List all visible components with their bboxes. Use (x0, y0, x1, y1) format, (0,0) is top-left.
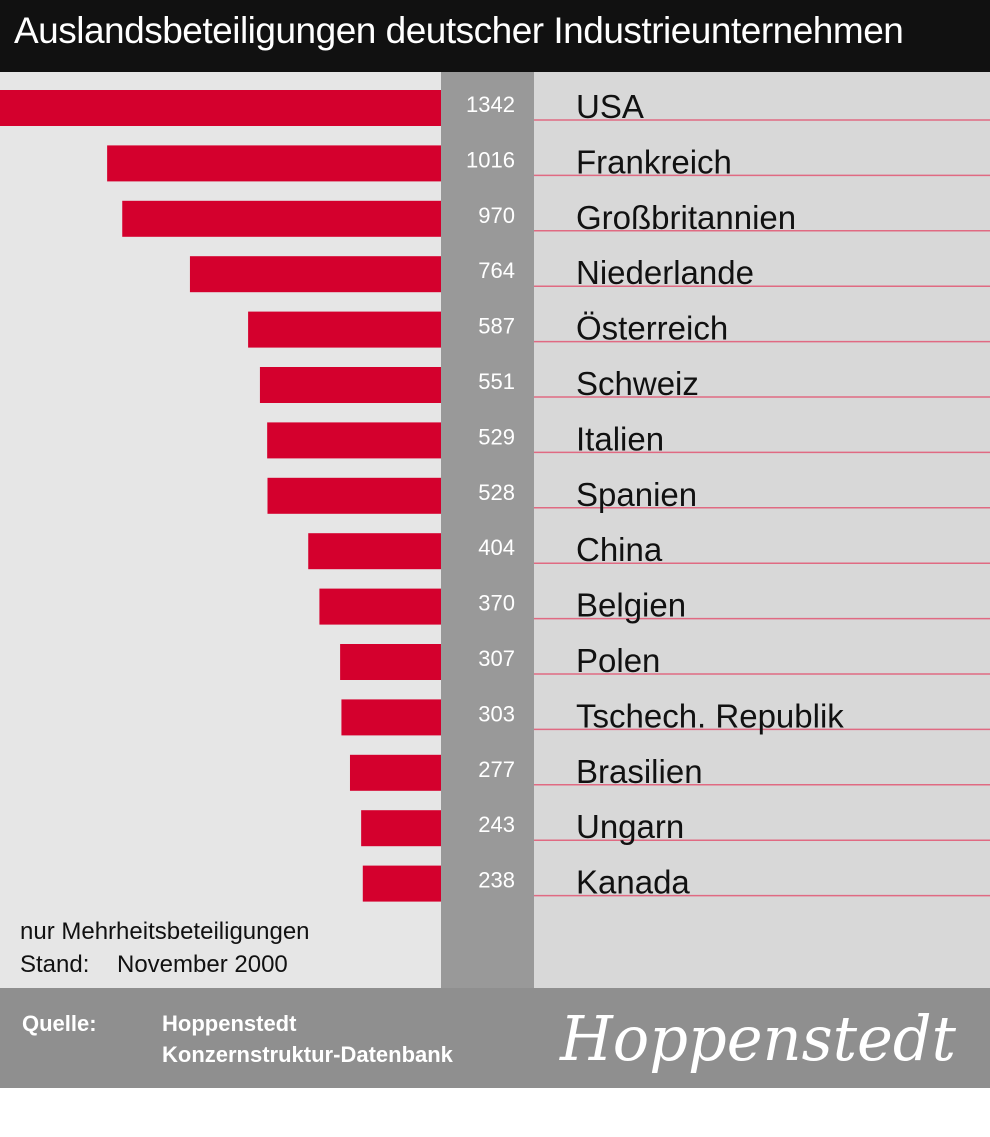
value-label: 370 (478, 591, 515, 616)
value-column (441, 72, 534, 988)
value-label: 764 (478, 258, 515, 283)
value-label: 303 (478, 701, 515, 726)
bar (267, 477, 441, 514)
source-footer (0, 988, 990, 1088)
value-label: 551 (478, 369, 515, 394)
source-database: Konzernstruktur-Datenbank (162, 1042, 453, 1067)
note-stand-label: Stand: (20, 951, 90, 978)
category-label: Polen (576, 642, 660, 679)
bar (340, 644, 441, 680)
value-label: 1016 (466, 147, 515, 172)
value-label: 528 (478, 480, 515, 505)
category-label: Schweiz (576, 365, 699, 402)
category-label: Kanada (576, 864, 690, 901)
bar-chart: 1342 USA 1016 Frankreich 970 Großbritannien 76… (0, 88, 990, 902)
value-label: 1342 (466, 92, 515, 117)
bar (0, 90, 441, 126)
bar (319, 588, 441, 625)
bar (267, 422, 441, 459)
value-label: 277 (478, 757, 515, 782)
category-label: Ungarn (576, 808, 684, 845)
category-label: China (576, 531, 663, 568)
value-label: 529 (478, 424, 515, 449)
value-label: 587 (478, 314, 515, 339)
source-label: Quelle: (22, 1011, 97, 1036)
value-label: 238 (478, 868, 515, 893)
category-label: Spanien (576, 476, 697, 513)
bar (248, 311, 441, 348)
category-label: Tschech. Republik (576, 697, 844, 734)
category-label: USA (576, 88, 644, 125)
category-label: Belgien (576, 587, 686, 624)
value-label: 243 (478, 812, 515, 837)
value-label: 970 (478, 203, 515, 228)
hoppenstedt-logo: Hoppenstedt (559, 1002, 956, 1075)
note-majority-holdings: nur Mehrheitsbeteiligungen (20, 918, 310, 945)
category-label: Brasilien (576, 753, 703, 790)
logo-text: Hoppenstedt (559, 1002, 956, 1075)
category-label: Frankreich (576, 143, 732, 180)
bar (259, 367, 441, 403)
note-stand-value: November 2000 (117, 951, 288, 978)
bar (122, 200, 441, 237)
title-bar: Auslandsbeteiligungen deutscher Industri… (0, 0, 990, 72)
bar (362, 865, 441, 902)
bar (341, 699, 441, 736)
value-label: 307 (478, 646, 515, 671)
bar (107, 145, 441, 182)
bar (308, 533, 441, 570)
value-label: 404 (478, 535, 515, 560)
category-label: Österreich (576, 310, 728, 347)
bar (189, 256, 441, 293)
chart-title: Auslandsbeteiligungen deutscher Industri… (14, 10, 904, 51)
bar (349, 754, 441, 791)
category-label: Niederlande (576, 254, 754, 291)
label-column (534, 72, 990, 988)
category-label: Großbritannien (576, 199, 796, 236)
category-label: Italien (576, 420, 664, 457)
bar (361, 810, 441, 847)
source-name: Hoppenstedt (162, 1011, 297, 1036)
